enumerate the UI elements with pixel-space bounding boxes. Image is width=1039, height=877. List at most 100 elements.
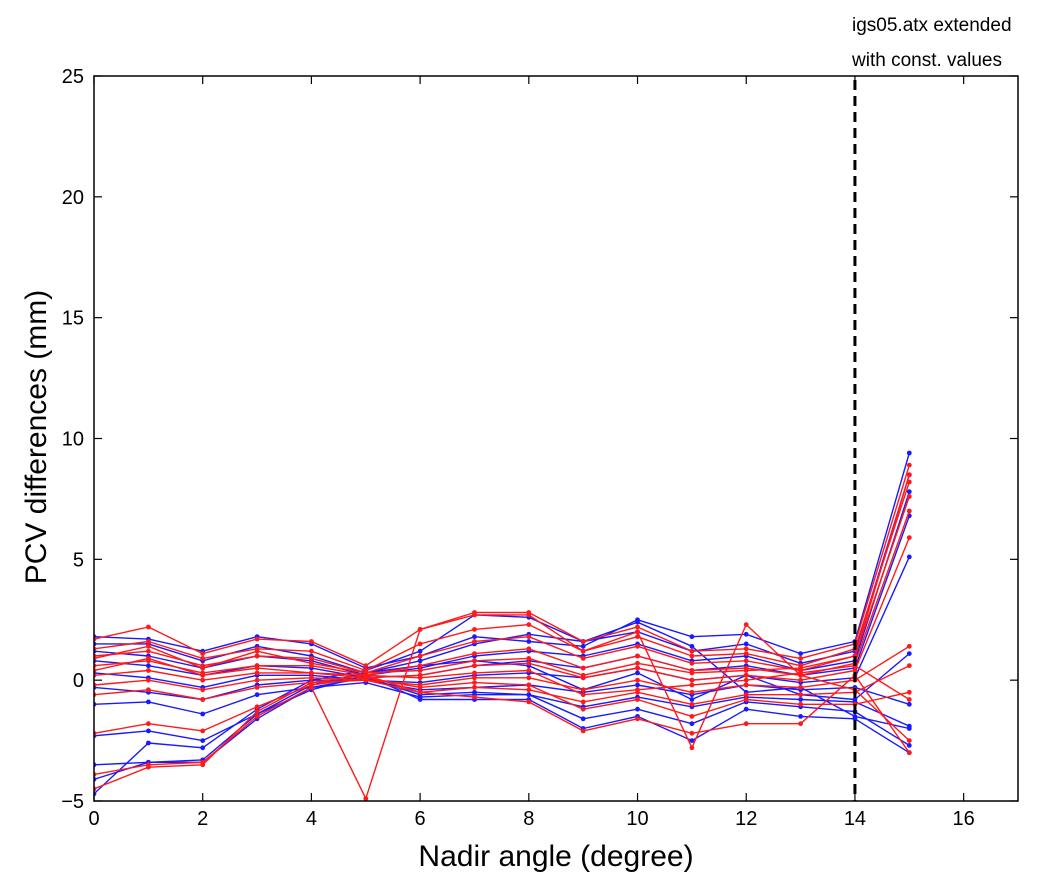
data-point xyxy=(689,697,695,702)
series-red xyxy=(94,472,912,678)
series-line xyxy=(94,677,910,734)
data-point xyxy=(417,697,423,702)
data-point xyxy=(689,745,695,751)
y-tick-label: 25 xyxy=(62,66,84,88)
data-point xyxy=(526,622,532,627)
data-point xyxy=(689,670,695,676)
series-red xyxy=(94,508,912,678)
data-point xyxy=(635,682,640,688)
data-point xyxy=(472,694,477,700)
data-point xyxy=(526,699,532,705)
data-point xyxy=(146,663,151,669)
data-point xyxy=(635,716,640,722)
data-point xyxy=(635,643,640,649)
data-point xyxy=(472,685,477,690)
data-point xyxy=(798,721,803,727)
series-line xyxy=(94,510,910,676)
series-red xyxy=(94,535,912,683)
data-point xyxy=(743,672,749,678)
data-point xyxy=(635,619,640,625)
annotation-line-2: with const. values xyxy=(851,50,1002,71)
series-blue xyxy=(94,677,912,707)
series-red xyxy=(94,643,912,695)
data-point xyxy=(526,687,532,693)
data-point xyxy=(309,648,314,654)
data-point xyxy=(200,762,206,768)
data-point xyxy=(635,687,640,693)
x-tick-label: 12 xyxy=(735,808,757,830)
data-point xyxy=(743,697,749,702)
data-point xyxy=(146,687,151,693)
data-point xyxy=(635,629,640,635)
data-point xyxy=(200,728,206,734)
data-point xyxy=(580,665,586,671)
data-point xyxy=(526,646,532,652)
y-tick-label: 20 xyxy=(62,187,84,209)
data-point xyxy=(417,668,423,673)
data-point xyxy=(146,740,151,746)
series-line xyxy=(94,674,910,790)
data-point xyxy=(363,663,369,669)
data-point xyxy=(417,627,423,632)
data-point xyxy=(200,677,206,683)
series-line xyxy=(94,481,910,672)
data-point xyxy=(526,675,532,681)
data-point xyxy=(689,660,695,666)
data-point xyxy=(743,692,749,698)
data-point xyxy=(798,651,803,656)
data-point xyxy=(526,682,532,688)
data-point xyxy=(689,653,695,659)
series-blue xyxy=(94,450,912,671)
data-point xyxy=(309,656,314,661)
data-point xyxy=(689,648,695,654)
data-point xyxy=(580,648,586,654)
data-point xyxy=(906,554,912,560)
data-point xyxy=(526,612,532,618)
data-point xyxy=(309,680,314,685)
series-line xyxy=(94,645,910,693)
series-blue xyxy=(94,675,912,768)
data-point xyxy=(743,682,749,688)
data-point xyxy=(635,670,640,676)
data-point xyxy=(309,685,314,690)
series-line xyxy=(94,556,910,689)
x-tick-label: 8 xyxy=(523,808,534,830)
data-point xyxy=(743,622,749,627)
data-point xyxy=(689,738,695,743)
series-line xyxy=(94,464,910,667)
data-point xyxy=(852,668,858,673)
data-point xyxy=(472,651,477,656)
data-point xyxy=(254,653,260,659)
data-point xyxy=(798,714,803,719)
annotation-line-1: igs05.atx extended xyxy=(852,15,1012,36)
data-point xyxy=(743,721,749,727)
data-point xyxy=(580,639,586,644)
series-blue xyxy=(94,554,912,690)
data-point xyxy=(417,689,423,695)
series-line xyxy=(94,474,910,676)
series-line xyxy=(94,665,910,705)
data-point xyxy=(580,687,586,693)
data-point xyxy=(200,745,206,751)
series-red xyxy=(94,462,912,669)
x-tick-label: 14 xyxy=(844,808,866,830)
y-tick-label: 0 xyxy=(73,670,84,692)
data-point xyxy=(417,641,423,647)
data-point xyxy=(200,711,206,717)
data-point xyxy=(526,639,532,644)
data-point xyxy=(254,704,260,710)
data-point xyxy=(146,643,151,649)
data-point xyxy=(200,656,206,661)
data-point xyxy=(200,687,206,693)
data-point xyxy=(743,658,749,664)
data-point xyxy=(635,653,640,659)
data-point xyxy=(906,701,912,707)
data-point xyxy=(254,714,260,719)
data-point xyxy=(906,726,912,731)
x-tick-label: 16 xyxy=(953,808,975,830)
data-point xyxy=(146,728,151,734)
data-point xyxy=(635,677,640,683)
x-axis-label: Nadir angle (degree) xyxy=(418,840,693,873)
data-point xyxy=(743,651,749,656)
data-point xyxy=(689,634,695,640)
